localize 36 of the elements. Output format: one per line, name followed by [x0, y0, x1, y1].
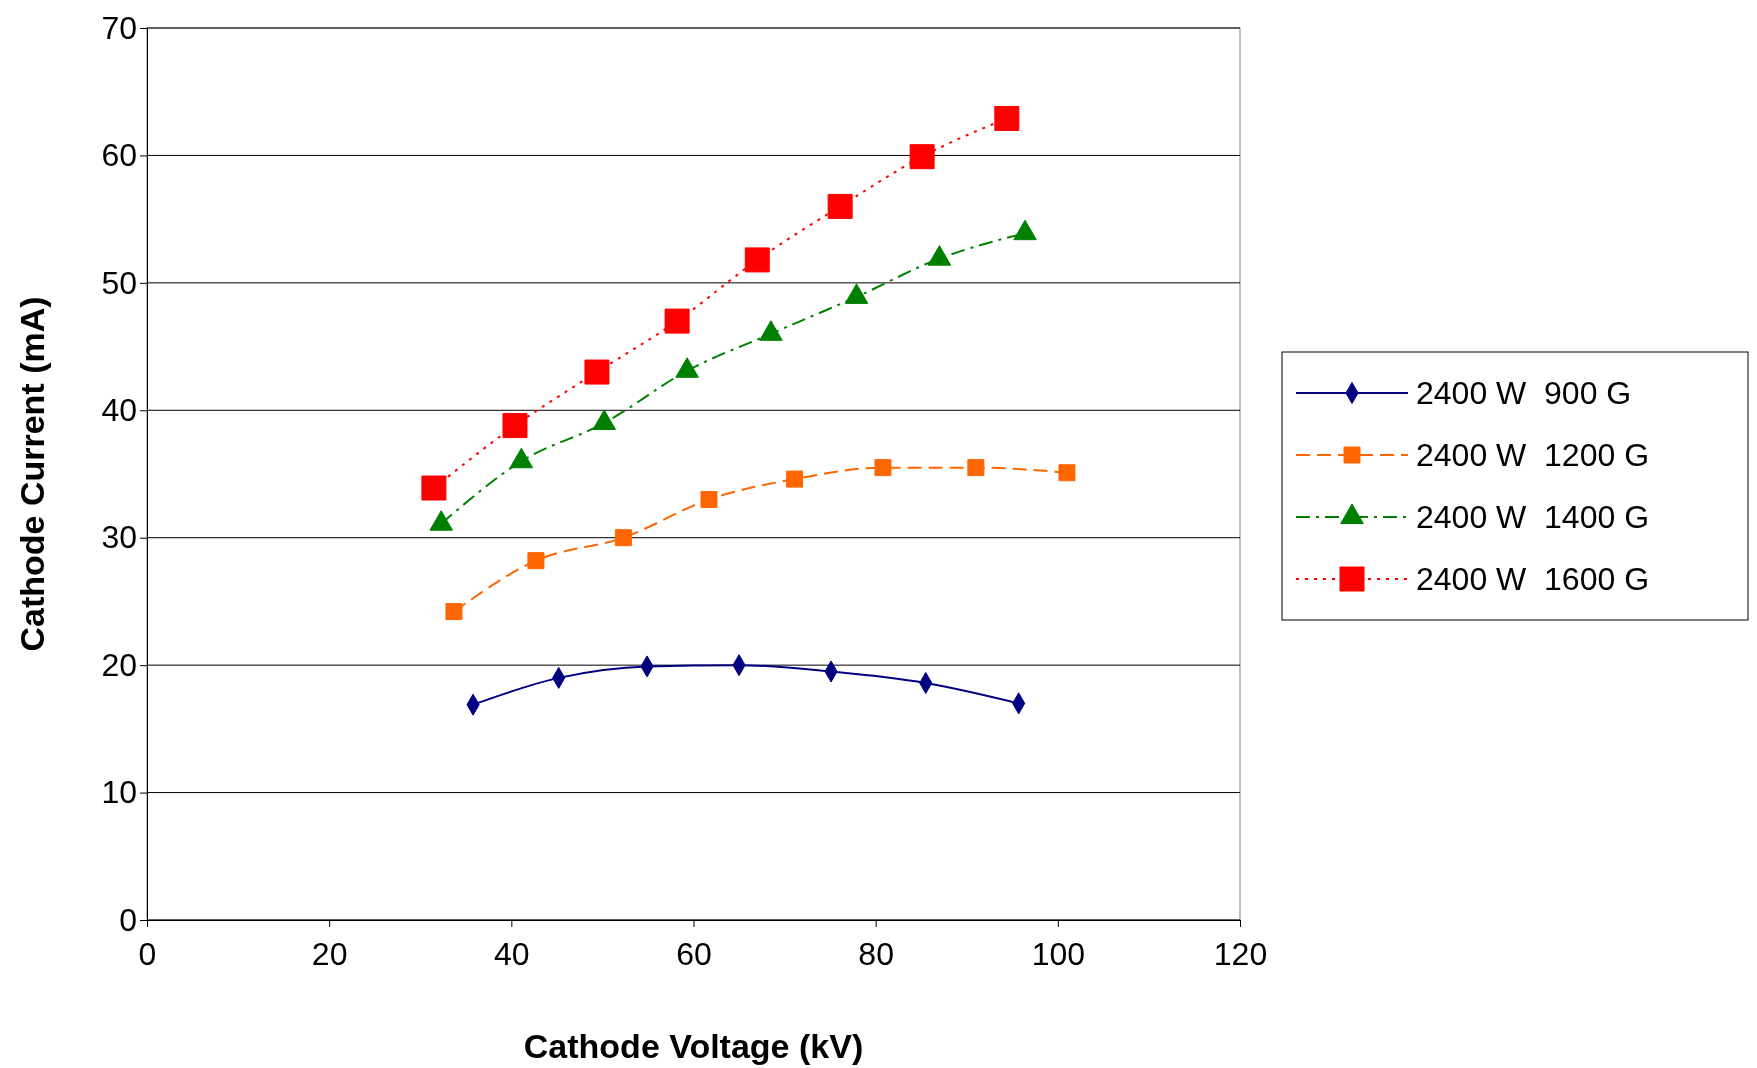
y-tick-label: 30	[101, 519, 137, 556]
point	[700, 490, 718, 508]
point	[421, 475, 447, 501]
y-axis-title: Cathode Current (mA)	[13, 296, 51, 652]
x-tick-label: 60	[676, 936, 712, 973]
y-tick-label: 50	[101, 264, 137, 301]
point	[909, 144, 935, 170]
legend-label: 2400 W 1600 G	[1416, 561, 1650, 597]
point	[1058, 464, 1076, 482]
x-tick-label: 80	[858, 936, 894, 973]
point	[786, 470, 804, 488]
point	[527, 552, 545, 570]
legend-label: 2400 W 1200 G	[1416, 437, 1650, 473]
point	[967, 459, 985, 477]
y-tick-label: 70	[101, 9, 137, 46]
point	[664, 308, 690, 334]
point	[744, 247, 770, 273]
x-tick-label: 40	[494, 936, 530, 973]
y-tick-label: 40	[101, 392, 137, 429]
y-tick-label: 0	[119, 901, 137, 938]
y-tick-label: 20	[101, 646, 137, 683]
point	[874, 459, 892, 477]
y-tick-label: 60	[101, 137, 137, 174]
point	[827, 193, 853, 219]
point	[614, 529, 632, 547]
point	[445, 603, 463, 621]
y-tick-label: 10	[101, 774, 137, 811]
point	[994, 105, 1020, 131]
x-tick-label: 100	[1031, 936, 1086, 973]
legend-label: 2400 W 900 G	[1416, 375, 1632, 411]
point	[502, 413, 528, 439]
x-axis-title: Cathode Voltage (kV)	[523, 1027, 864, 1065]
legend-label: 2400 W 1400 G	[1416, 499, 1650, 535]
x-tick-label: 20	[311, 936, 348, 973]
point	[584, 359, 610, 385]
x-tick-label: 120	[1213, 936, 1268, 973]
